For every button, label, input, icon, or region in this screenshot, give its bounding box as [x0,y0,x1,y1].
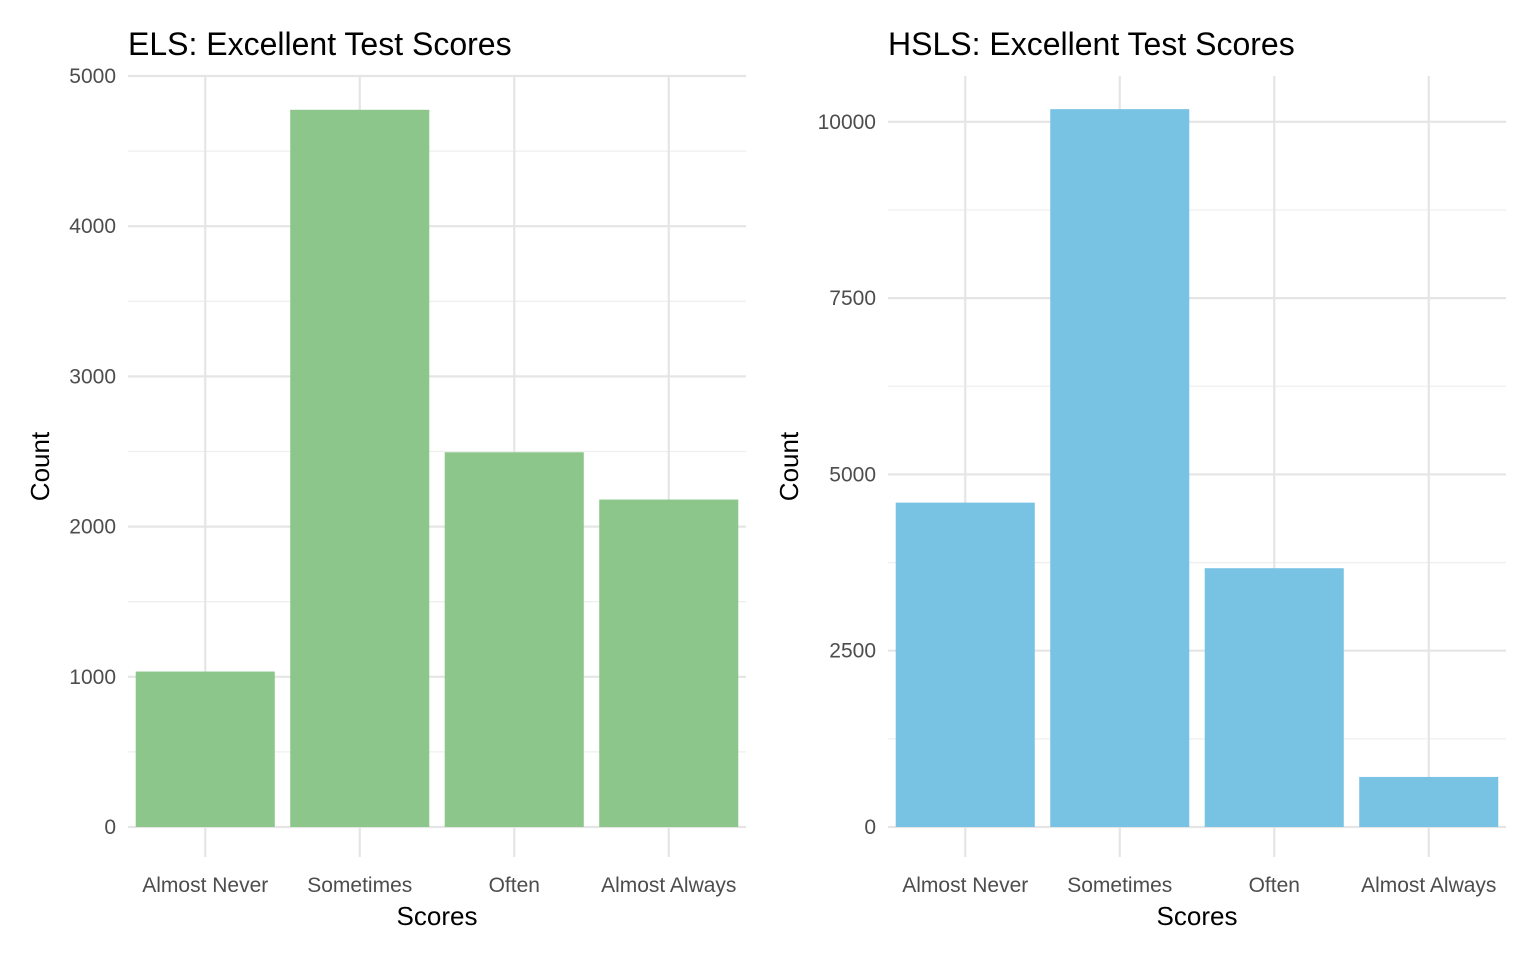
y-tick-label: 0 [864,816,876,839]
bar-almost-never [135,671,275,827]
y-tick-label: 5000 [69,65,116,88]
x-tick-label: Almost Never [902,874,1028,897]
y-tick-label: 4000 [69,215,116,238]
y-axis-title: Count [774,431,804,501]
bar-sometimes [1050,109,1190,828]
chart-title: HSLS: Excellent Test Scores [888,26,1295,62]
x-tick-label: Almost Always [601,874,736,897]
y-tick-label: 3000 [69,365,116,388]
y-tick-label: 10000 [818,111,876,134]
bar-sometimes [290,109,430,828]
x-tick-label: Sometimes [307,874,412,897]
x-tick-label: Often [1249,874,1300,897]
bar-often [444,452,584,827]
y-tick-label: 0 [104,816,116,839]
x-tick-label: Almost Never [142,874,268,897]
x-axis-title: Scores [1157,901,1238,931]
y-tick-label: 5000 [829,463,876,486]
bar-often [1204,568,1344,827]
y-tick-label: 2000 [69,516,116,539]
bar-almost-never [895,502,1035,827]
y-axis-title: Count [25,431,55,501]
x-tick-label: Almost Always [1361,874,1496,897]
x-axis-title: Scores [397,901,478,931]
x-tick-label: Sometimes [1067,874,1172,897]
bar-almost-always [599,499,739,827]
chart-title: ELS: Excellent Test Scores [128,26,512,62]
y-tick-label: 1000 [69,666,116,689]
y-tick-label: 2500 [829,640,876,663]
bar-almost-always [1359,776,1499,827]
x-tick-label: Often [489,874,540,897]
y-tick-label: 7500 [829,287,876,310]
